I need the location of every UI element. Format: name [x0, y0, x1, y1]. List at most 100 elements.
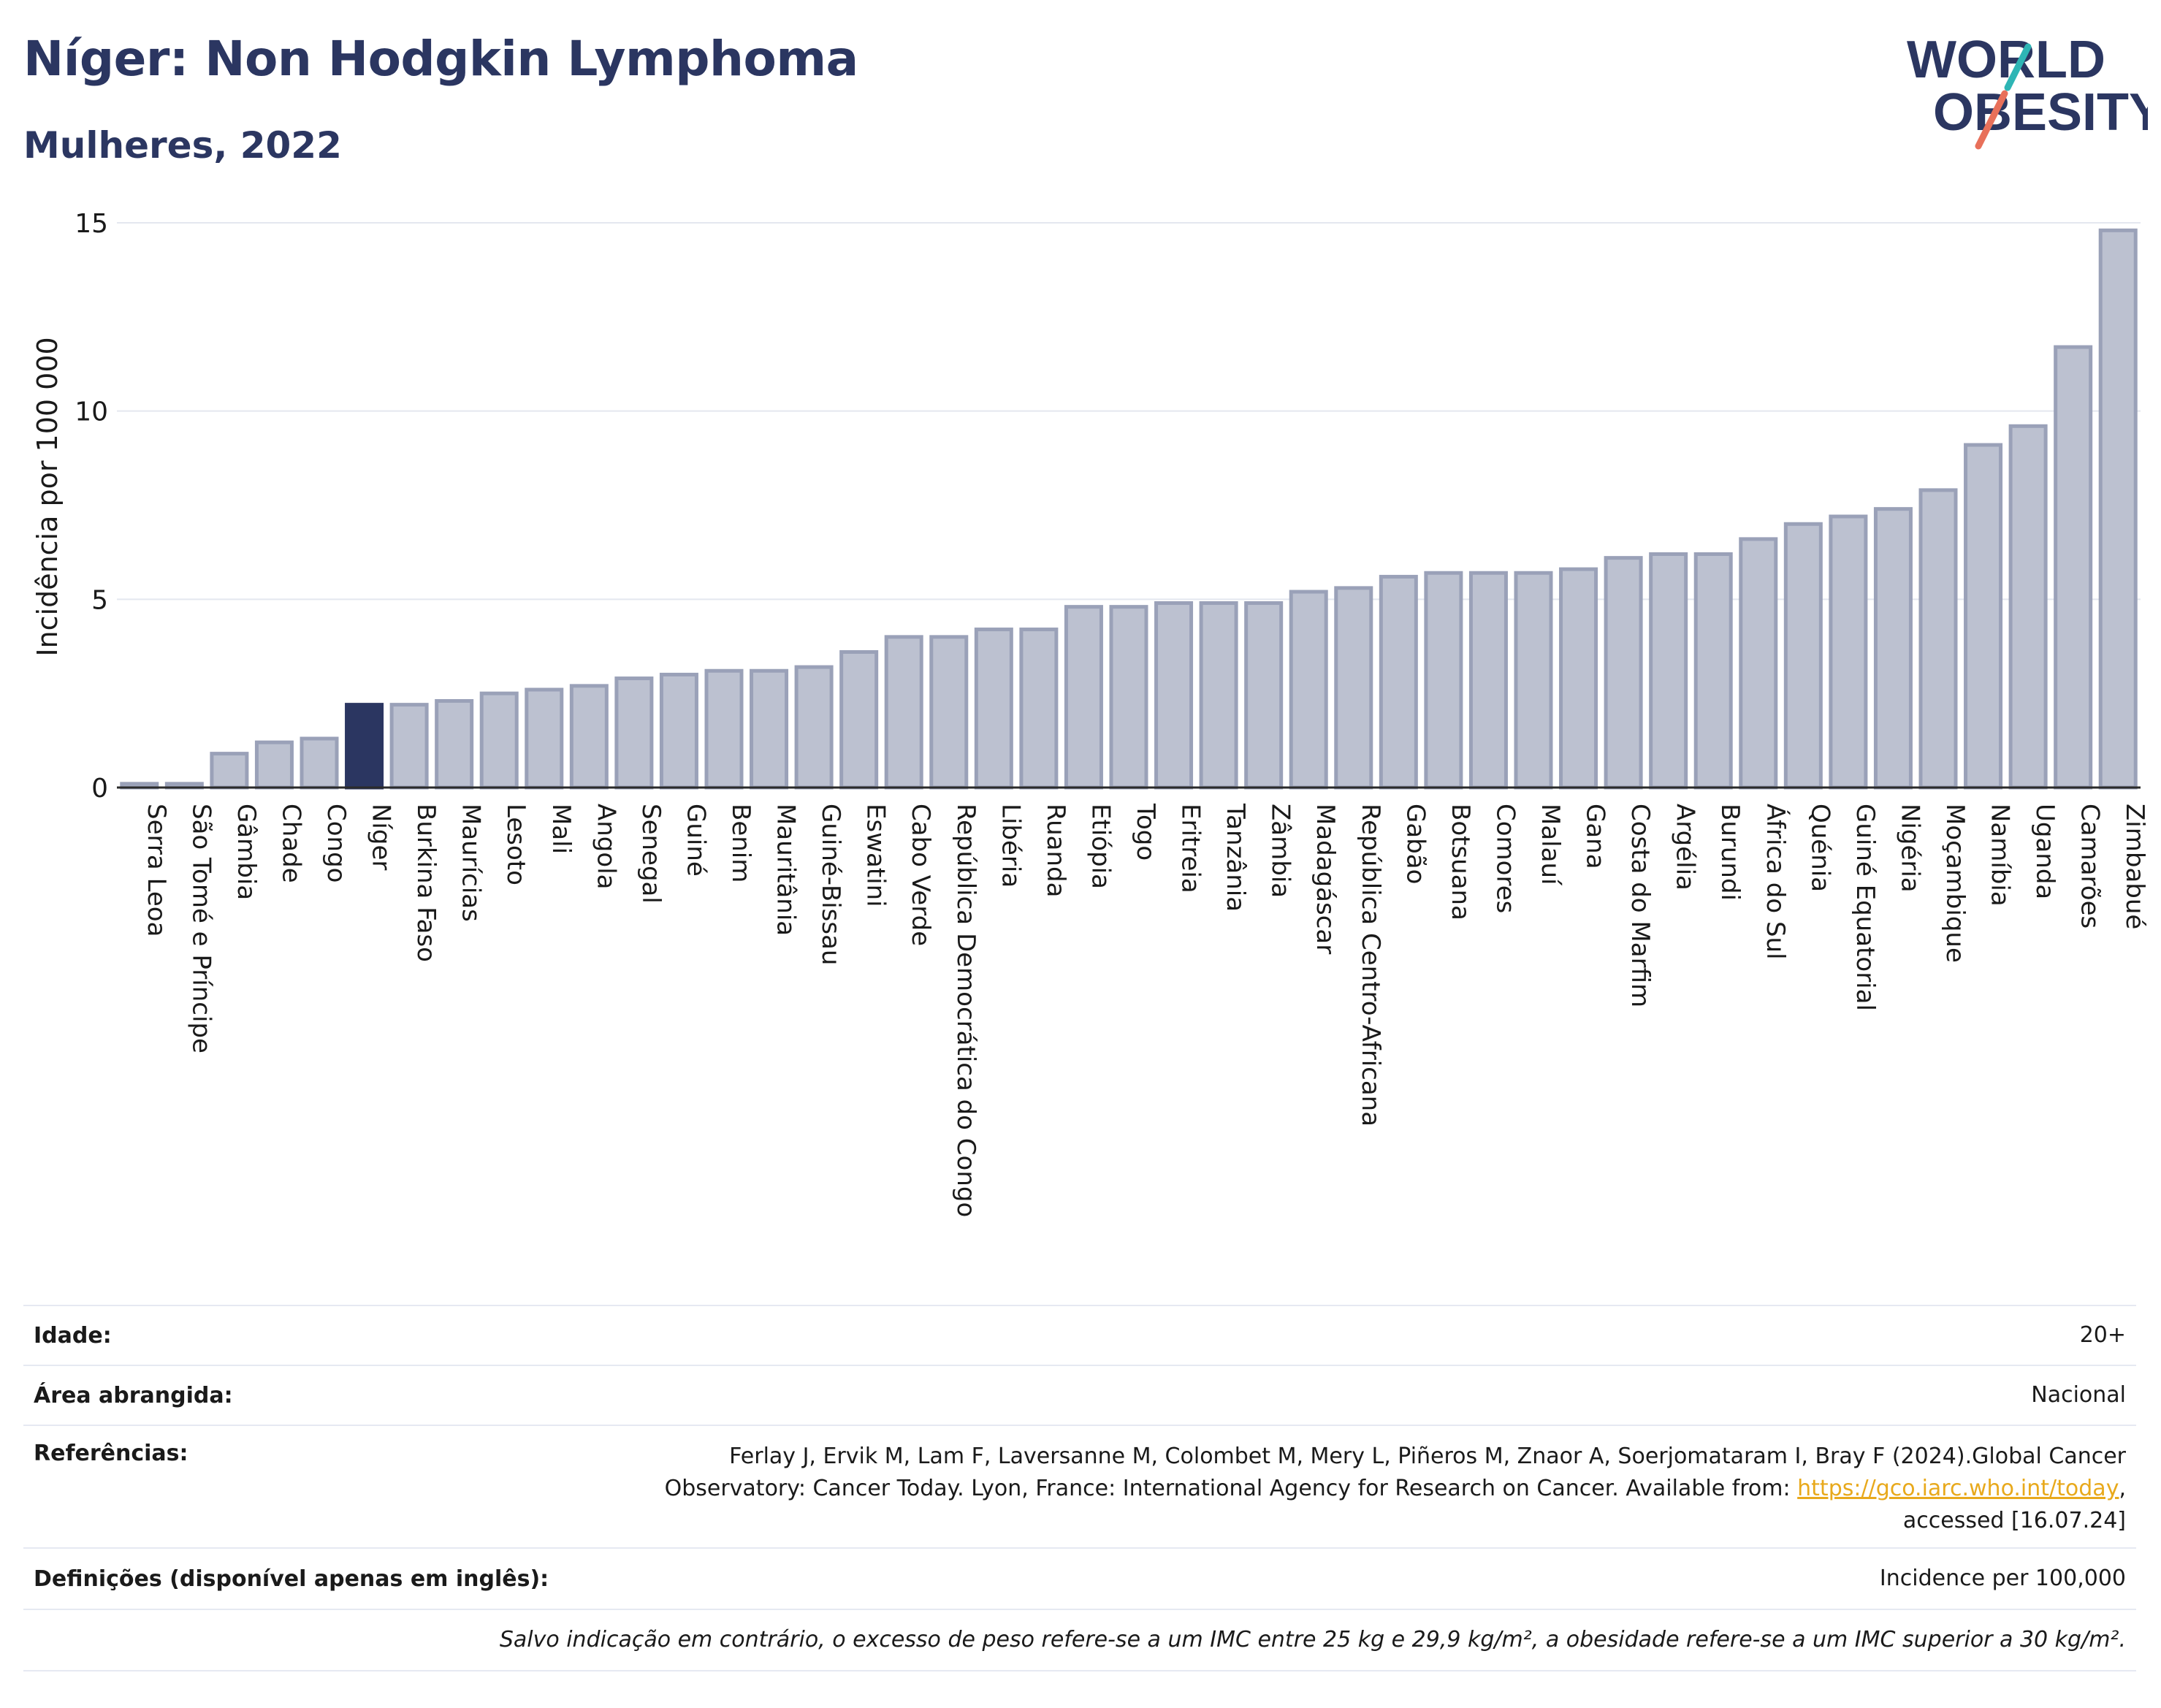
- info-row-definitions: Definições (disponível apenas em inglês)…: [23, 1547, 2136, 1609]
- bar-4: [300, 736, 339, 790]
- bar-40: [1918, 488, 1958, 790]
- x-tick-label: Burundi: [1715, 804, 1745, 901]
- x-tick-label: Libéria: [996, 804, 1025, 888]
- age-label: Idade:: [34, 1322, 112, 1349]
- x-tick-label: Guiné Equatorial: [1851, 804, 1880, 1011]
- bars: [117, 228, 2141, 790]
- logo-line1: WORLD: [1907, 31, 2105, 89]
- x-tick-label: Mauritânia: [771, 804, 801, 936]
- bar-22: [1109, 605, 1148, 790]
- x-tick-label: Angola: [591, 804, 620, 889]
- y-axis: 0 5 10 15: [75, 209, 108, 804]
- bar-21: [1064, 605, 1103, 790]
- x-tick-label: Serra Leoa: [142, 804, 171, 937]
- x-tick-label: Namíbia: [1986, 804, 2015, 907]
- bar-32: [1559, 567, 1598, 790]
- x-tick-label: Zimbabué: [2120, 804, 2149, 929]
- bar-37: [1783, 522, 1823, 790]
- x-tick-label: Nigéria: [1895, 804, 1924, 893]
- bar-19: [974, 628, 1013, 790]
- bar-26: [1289, 590, 1328, 790]
- x-tick-label: Benim: [726, 804, 755, 882]
- y-axis-label: Incidência por 100 000: [31, 337, 64, 656]
- x-tick-label: Congo: [321, 804, 351, 882]
- bar-30: [1468, 571, 1508, 790]
- x-tick-label: Senegal: [636, 804, 666, 904]
- references-text-4: accessed [16.07.24]: [1902, 1508, 2126, 1533]
- area-label: Área abrangida:: [34, 1382, 233, 1408]
- references-label: Referências:: [34, 1441, 188, 1466]
- bar-38: [1829, 514, 1868, 790]
- world-obesity-logo: WORLD OBESITY: [1907, 31, 2148, 150]
- bar-43: [2054, 345, 2093, 790]
- bar-10: [569, 684, 609, 790]
- x-tick-label: Botsuana: [1446, 804, 1475, 920]
- x-tick-label: Comores: [1490, 804, 1520, 913]
- bar-12: [659, 672, 698, 790]
- x-tick-label: Zâmbia: [1266, 804, 1295, 898]
- references-link[interactable]: https://gco.iarc.who.int/today: [1797, 1476, 2119, 1501]
- bar-20: [1019, 628, 1059, 790]
- x-tick-label: Lesoto: [501, 804, 530, 885]
- references-text-3: ,: [2119, 1476, 2126, 1501]
- x-tick-label: Chade: [276, 804, 305, 883]
- logo-slash-red: [1975, 90, 2008, 150]
- x-tick-label: Quénia: [1805, 804, 1834, 892]
- bar-23: [1154, 601, 1194, 790]
- info-row-area: Área abrangida: Nacional: [23, 1365, 2136, 1425]
- bar-39: [1873, 507, 1913, 790]
- info-row-note: Salvo indicação em contrário, o excesso …: [23, 1609, 2136, 1671]
- definitions-label: Definições (disponível apenas em inglês)…: [34, 1566, 549, 1592]
- x-tick-label: Madagáscar: [1311, 804, 1340, 954]
- x-tick-label: Gâmbia: [232, 804, 261, 900]
- bar-41: [1964, 443, 2003, 790]
- bar-9: [525, 687, 564, 790]
- x-tick-label: Níger: [367, 804, 396, 870]
- logo-line2: OBESITY: [1933, 83, 2148, 142]
- y-tick-label: 15: [75, 209, 108, 239]
- x-tick-label: Camarões: [2076, 804, 2105, 929]
- x-tick-label: Gana: [1581, 804, 1610, 869]
- bar-42: [2008, 424, 2048, 790]
- bar-24: [1199, 601, 1238, 790]
- info-row-references: Referências: Ferlay J, Ervik M, Lam F, L…: [23, 1425, 2136, 1547]
- references-value: Ferlay J, Ervik M, Lam F, Laversanne M, …: [665, 1441, 2126, 1537]
- x-tick-label: Argélia: [1671, 804, 1700, 891]
- x-tick-label: Eritreia: [1176, 804, 1205, 893]
- x-tick-label: Togo: [1131, 803, 1160, 861]
- x-tick-label: Cabo Verde: [906, 804, 935, 946]
- x-tick-label: Guiné: [681, 804, 710, 877]
- chart-title: Níger: Non Hodgkin Lymphoma: [23, 31, 858, 87]
- bar-27: [1334, 586, 1373, 790]
- x-tick-label: Guiné-Bissau: [816, 804, 845, 965]
- bar-13: [704, 668, 744, 790]
- y-tick-label: 10: [75, 397, 108, 427]
- bar-7: [435, 698, 474, 790]
- references-text-2: Observatory: Cancer Today. Lyon, France:…: [664, 1476, 1798, 1501]
- x-tick-label: África do Sul: [1761, 804, 1791, 960]
- bar-chart: 0 5 10 15 Serra Leoa São Tomé e Príncipe Gâmb…: [31, 209, 2149, 1217]
- x-tick-label: República Democrática do Congo: [951, 804, 980, 1217]
- x-tick-label: Etiópia: [1086, 804, 1115, 889]
- x-tick-label: Eswatini: [861, 804, 891, 907]
- x-axis-labels: Serra Leoa São Tomé e Príncipe Gâmbia Chade…: [142, 803, 2149, 1217]
- bar-31: [1514, 571, 1553, 790]
- x-tick-label: Gabão: [1400, 804, 1430, 884]
- references-text-1: Ferlay J, Ervik M, Lam F, Laversanne M, …: [729, 1444, 2126, 1469]
- obesity-note: Salvo indicação em contrário, o excesso …: [499, 1627, 2126, 1652]
- bar-16: [839, 649, 879, 790]
- definitions-value: Incidence per 100,000: [1879, 1566, 2126, 1591]
- bar-15: [794, 665, 834, 790]
- bar-11: [614, 676, 654, 790]
- y-tick-label: 0: [91, 774, 108, 804]
- bar-6: [389, 703, 429, 790]
- x-tick-label: Moçambique: [1940, 804, 1970, 963]
- bar-8: [479, 691, 519, 790]
- bar-34: [1649, 552, 1688, 790]
- bar-33: [1604, 556, 1643, 790]
- x-tick-label: Costa do Marfim: [1625, 804, 1655, 1007]
- bar-3: [254, 740, 294, 790]
- x-tick-label: Uganda: [2030, 804, 2059, 899]
- bar-14: [750, 668, 789, 790]
- bar-18: [929, 635, 969, 790]
